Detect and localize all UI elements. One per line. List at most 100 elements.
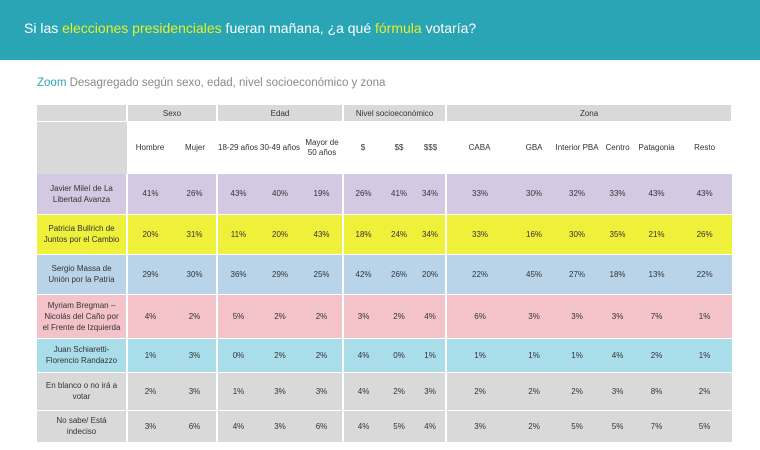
column-header: Resto — [677, 121, 733, 174]
corner-cell — [37, 105, 128, 122]
table-row: No sabe/ Está indeciso 3% 6% 4% 3% 6% 4% 5% 4% 3%… — [37, 410, 733, 443]
data-cell: 0% — [383, 338, 416, 373]
column-header: Interior PBA — [555, 121, 600, 174]
data-cell: 2% — [259, 294, 302, 339]
column-header-row: Hombre Mujer 18-29 años 30-49 años Mayor de … — [37, 121, 733, 174]
data-cell: 20% — [415, 254, 447, 295]
row-label: No sabe/ Está indeciso — [37, 410, 127, 443]
data-cell: 3% — [301, 372, 344, 411]
data-cell: 22% — [677, 254, 733, 295]
data-cell: 42% — [342, 254, 384, 295]
row-label: Patricia Bullrich de Juntos por el Cambi… — [37, 214, 127, 255]
column-header: $ — [343, 121, 384, 174]
data-cell: 2% — [126, 372, 173, 411]
data-cell: 40% — [259, 174, 302, 215]
data-cell: 21% — [636, 214, 678, 255]
data-cell: 25% — [301, 254, 344, 295]
data-cell: 6% — [173, 410, 218, 443]
data-cell: 43% — [677, 174, 733, 215]
data-cell: 1% — [677, 338, 733, 373]
data-cell: 29% — [259, 254, 302, 295]
data-cell: 11% — [216, 214, 260, 255]
data-cell: 2% — [513, 410, 556, 443]
data-cell: 43% — [301, 214, 344, 255]
data-cell: 4% — [126, 294, 173, 339]
data-cell: 26% — [383, 254, 416, 295]
data-cell: 2% — [173, 294, 218, 339]
data-cell: 30% — [173, 254, 218, 295]
data-cell: 20% — [126, 214, 173, 255]
group-header: Zona — [446, 105, 734, 122]
data-cell: 41% — [126, 174, 173, 215]
data-cell: 2% — [383, 372, 416, 411]
data-cell: 3% — [599, 294, 637, 339]
data-cell: 29% — [126, 254, 173, 295]
table-row: Javier Mileí de La Libertad Avanza 41% 26%… — [37, 174, 733, 215]
data-cell: 5% — [555, 410, 600, 443]
data-cell: 4% — [342, 372, 384, 411]
row-label: Juan Schiaretti- Florencio Randazzo — [37, 338, 127, 373]
data-cell: 30% — [513, 174, 556, 215]
data-cell: 27% — [555, 254, 600, 295]
data-cell: 2% — [513, 372, 556, 411]
data-cell: 4% — [599, 338, 637, 373]
data-cell: 1% — [445, 338, 514, 373]
data-cell: 3% — [173, 372, 218, 411]
column-header: $$ — [383, 121, 416, 174]
data-cell: 3% — [126, 410, 173, 443]
table-row: Patricia Bullrich de Juntos por el Cambi… — [37, 214, 733, 255]
data-cell: 32% — [555, 174, 600, 215]
column-header: 18-29 años — [217, 121, 260, 174]
data-cell: 1% — [216, 372, 260, 411]
data-cell: 3% — [445, 410, 514, 443]
column-header: 30-49 años — [259, 121, 302, 174]
data-cell: 6% — [301, 410, 344, 443]
data-cell: 26% — [677, 214, 733, 255]
data-cell: 13% — [636, 254, 678, 295]
data-cell: 26% — [173, 174, 218, 215]
data-cell: 1% — [126, 338, 173, 373]
data-cell: 18% — [599, 254, 637, 295]
data-cell: 4% — [342, 410, 384, 443]
data-cell: 1% — [677, 294, 733, 339]
table-row: En blanco o no irá a votar 2% 3% 1% 3% 3% 4% 2%… — [37, 372, 733, 411]
data-cell: 1% — [513, 338, 556, 373]
data-cell: 18% — [342, 214, 384, 255]
data-cell: 33% — [599, 174, 637, 215]
data-cell: 4% — [342, 338, 384, 373]
data-cell: 2% — [677, 372, 733, 411]
column-header: $$$ — [415, 121, 447, 174]
title-banner: Si las elecciones presidenciales fueran … — [0, 0, 760, 60]
data-cell: 8% — [636, 372, 678, 411]
page-title: Si las elecciones presidenciales fueran … — [24, 20, 477, 36]
data-cell: 34% — [415, 214, 447, 255]
data-cell: 2% — [555, 372, 600, 411]
data-cell: 3% — [415, 372, 447, 411]
data-cell: 2% — [445, 372, 514, 411]
data-cell: 3% — [513, 294, 556, 339]
data-cell: 41% — [383, 174, 416, 215]
column-header: CABA — [446, 121, 514, 174]
data-cell: 3% — [599, 372, 637, 411]
data-cell: 2% — [259, 338, 302, 373]
zoom-brand: Zoom — [37, 77, 67, 89]
results-table: Sexo Edad Nivel socioeconómico Zona Hombre M… — [37, 105, 734, 443]
data-cell: 3% — [555, 294, 600, 339]
data-cell: 43% — [216, 174, 260, 215]
data-cell: 35% — [599, 214, 637, 255]
data-cell: 20% — [259, 214, 302, 255]
data-cell: 34% — [415, 174, 447, 215]
data-cell: 2% — [301, 338, 344, 373]
data-cell: 7% — [636, 294, 678, 339]
group-header-row: Sexo Edad Nivel socioeconómico Zona — [37, 105, 734, 122]
column-header: Centro — [599, 121, 637, 174]
row-label: Sergio Massa de Unión por la Patria — [37, 254, 127, 295]
data-cell: 6% — [445, 294, 514, 339]
row-label: Myriam Bregman – Nicolás del Caño por el… — [37, 294, 127, 339]
column-header: Mayor de 50 años — [301, 121, 344, 174]
data-cell: 43% — [636, 174, 678, 215]
row-label: En blanco o no irá a votar — [37, 372, 127, 411]
column-header: GBA — [513, 121, 556, 174]
data-cell: 1% — [555, 338, 600, 373]
data-cell: 5% — [677, 410, 733, 443]
